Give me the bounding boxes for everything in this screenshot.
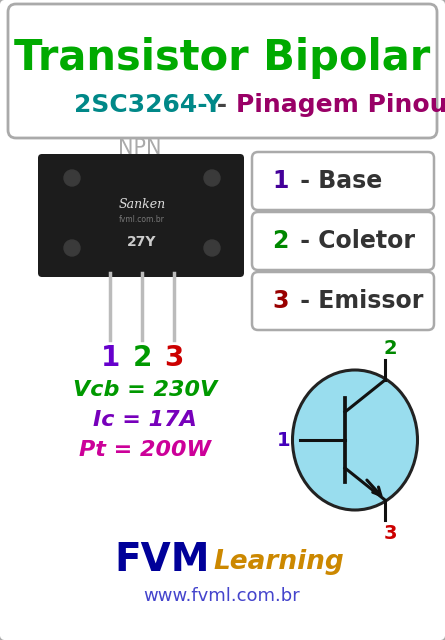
- Text: 1: 1: [101, 344, 120, 372]
- Text: Transistor Bipolar: Transistor Bipolar: [14, 37, 430, 79]
- Text: 2: 2: [383, 339, 397, 358]
- Text: www.fvml.com.br: www.fvml.com.br: [144, 587, 300, 605]
- FancyBboxPatch shape: [8, 4, 437, 138]
- Text: Learning: Learning: [213, 549, 344, 575]
- Text: - Base: - Base: [292, 169, 382, 193]
- Text: 2: 2: [272, 229, 288, 253]
- Text: FVM: FVM: [114, 541, 210, 579]
- FancyBboxPatch shape: [252, 212, 434, 270]
- Circle shape: [204, 170, 220, 186]
- Circle shape: [64, 240, 80, 256]
- Text: 3: 3: [383, 524, 397, 543]
- FancyBboxPatch shape: [38, 154, 244, 277]
- Text: - Emissor: - Emissor: [292, 289, 423, 313]
- Text: 2SC3264-Y: 2SC3264-Y: [74, 93, 222, 117]
- Text: -: -: [208, 93, 236, 117]
- Text: NPN: NPN: [118, 138, 162, 158]
- Text: 3: 3: [272, 289, 288, 313]
- FancyBboxPatch shape: [252, 272, 434, 330]
- Text: 2: 2: [132, 344, 152, 372]
- Ellipse shape: [292, 370, 417, 510]
- Text: - Coletor: - Coletor: [292, 229, 415, 253]
- Text: Sanken: Sanken: [118, 198, 166, 211]
- Text: Pinagem Pinout: Pinagem Pinout: [236, 93, 445, 117]
- FancyBboxPatch shape: [252, 152, 434, 210]
- Text: Vcb = 230V: Vcb = 230V: [73, 380, 217, 400]
- Circle shape: [64, 170, 80, 186]
- Circle shape: [204, 240, 220, 256]
- Text: Ic = 17A: Ic = 17A: [93, 410, 197, 430]
- Text: 27Y: 27Y: [127, 235, 157, 249]
- Text: fvml.com.br: fvml.com.br: [119, 216, 165, 225]
- Text: 1: 1: [272, 169, 288, 193]
- Text: 3: 3: [164, 344, 184, 372]
- Text: 1: 1: [276, 431, 290, 449]
- Text: Pt = 200W: Pt = 200W: [79, 440, 211, 460]
